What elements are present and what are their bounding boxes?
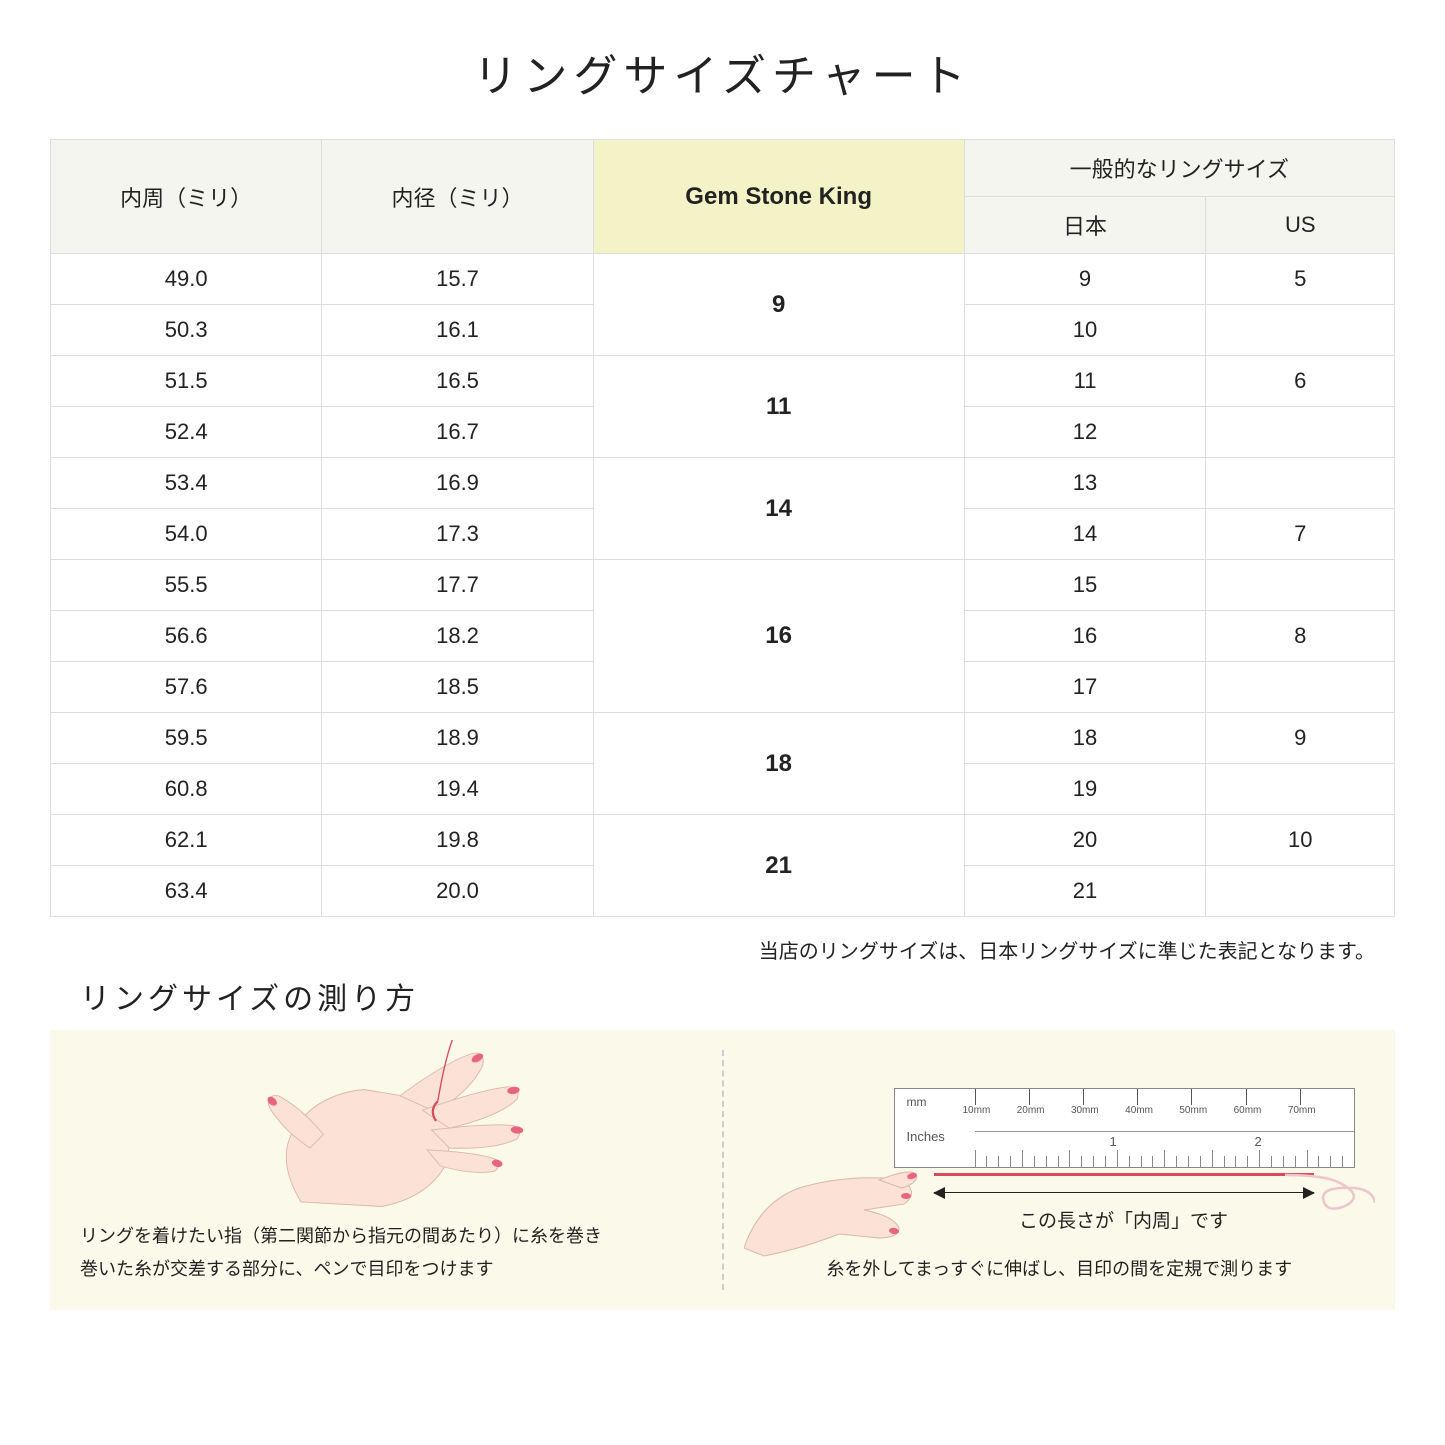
cell-diameter: 19.4 bbox=[322, 764, 593, 815]
cell-diameter: 15.7 bbox=[322, 254, 593, 305]
cell-us bbox=[1206, 866, 1395, 917]
cell-gsk: 11 bbox=[593, 356, 964, 458]
cell-circumference: 51.5 bbox=[51, 356, 322, 407]
cell-japan: 9 bbox=[964, 254, 1206, 305]
cell-us: 9 bbox=[1206, 713, 1395, 764]
cell-japan: 14 bbox=[964, 509, 1206, 560]
cell-circumference: 60.8 bbox=[51, 764, 322, 815]
table-row: 51.516.511116 bbox=[51, 356, 1395, 407]
cell-diameter: 16.7 bbox=[322, 407, 593, 458]
cell-us bbox=[1206, 662, 1395, 713]
ruler-tick-label: 70mm bbox=[1288, 1105, 1316, 1116]
col-japan: 日本 bbox=[964, 197, 1206, 254]
cell-japan: 21 bbox=[964, 866, 1206, 917]
cell-circumference: 54.0 bbox=[51, 509, 322, 560]
hand-with-thread-icon bbox=[200, 1040, 600, 1220]
ruler-mm-label: mm bbox=[907, 1095, 927, 1109]
col-common-group: 一般的なリングサイズ bbox=[964, 140, 1394, 197]
instruction-left: リングを着けたい指（第二関節から指元の間あたり）に糸を巻き 巻いた糸が交差する部… bbox=[50, 1030, 722, 1310]
cell-diameter: 16.1 bbox=[322, 305, 593, 356]
cell-japan: 13 bbox=[964, 458, 1206, 509]
cell-circumference: 56.6 bbox=[51, 611, 322, 662]
cell-circumference: 63.4 bbox=[51, 866, 322, 917]
table-row: 53.416.91413 bbox=[51, 458, 1395, 509]
cell-diameter: 18.5 bbox=[322, 662, 593, 713]
cell-us bbox=[1206, 764, 1395, 815]
cell-circumference: 52.4 bbox=[51, 407, 322, 458]
col-circumference: 内周（ミリ） bbox=[51, 140, 322, 254]
howto-title: リングサイズの測り方 bbox=[80, 974, 1395, 1018]
table-row: 59.518.918189 bbox=[51, 713, 1395, 764]
cell-circumference: 59.5 bbox=[51, 713, 322, 764]
cell-japan: 12 bbox=[964, 407, 1206, 458]
ruler-tick-label: 30mm bbox=[1071, 1105, 1099, 1116]
cell-japan: 17 bbox=[964, 662, 1206, 713]
table-row: 49.015.7995 bbox=[51, 254, 1395, 305]
cell-japan: 10 bbox=[964, 305, 1206, 356]
ruler-tick-label: 10mm bbox=[963, 1105, 991, 1116]
instructions-panel: リングを着けたい指（第二関節から指元の間あたり）に糸を巻き 巻いた糸が交差する部… bbox=[50, 1030, 1395, 1310]
cell-gsk: 18 bbox=[593, 713, 964, 815]
table-row: 55.517.71615 bbox=[51, 560, 1395, 611]
cell-japan: 18 bbox=[964, 713, 1206, 764]
cell-japan: 15 bbox=[964, 560, 1206, 611]
cell-diameter: 16.9 bbox=[322, 458, 593, 509]
cell-us: 5 bbox=[1206, 254, 1395, 305]
cell-japan: 19 bbox=[964, 764, 1206, 815]
ruler-tick-label: 60mm bbox=[1234, 1105, 1262, 1116]
cell-japan: 16 bbox=[964, 611, 1206, 662]
cell-circumference: 55.5 bbox=[51, 560, 322, 611]
ruler-tick-label: 40mm bbox=[1125, 1105, 1153, 1116]
cell-diameter: 18.2 bbox=[322, 611, 593, 662]
table-note: 当店のリングサイズは、日本リングサイズに準じた表記となります。 bbox=[50, 935, 1395, 964]
cell-gsk: 16 bbox=[593, 560, 964, 713]
ruler-inch-2: 2 bbox=[1255, 1134, 1262, 1149]
cell-circumference: 49.0 bbox=[51, 254, 322, 305]
cell-diameter: 20.0 bbox=[322, 866, 593, 917]
cell-gsk: 9 bbox=[593, 254, 964, 356]
hand-holding-thread-icon bbox=[744, 1138, 924, 1258]
cell-diameter: 16.5 bbox=[322, 356, 593, 407]
cell-us: 6 bbox=[1206, 356, 1395, 407]
table-row: 62.119.8212010 bbox=[51, 815, 1395, 866]
page-title: リングサイズチャート bbox=[50, 40, 1395, 104]
col-diameter: 内径（ミリ） bbox=[322, 140, 593, 254]
cell-japan: 20 bbox=[964, 815, 1206, 866]
cell-us: 7 bbox=[1206, 509, 1395, 560]
instruction-right: mm Inches 10mm20mm30mm40mm50mm60mm70mm 1… bbox=[724, 1030, 1396, 1310]
thread-line bbox=[934, 1173, 1314, 1176]
cell-circumference: 57.6 bbox=[51, 662, 322, 713]
cell-gsk: 21 bbox=[593, 815, 964, 917]
cell-gsk: 14 bbox=[593, 458, 964, 560]
ruler-inch-1: 1 bbox=[1110, 1134, 1117, 1149]
instruction-left-text: リングを着けたい指（第二関節から指元の間あたり）に糸を巻き 巻いた糸が交差する部… bbox=[80, 1220, 692, 1285]
cell-us bbox=[1206, 407, 1395, 458]
cell-us: 8 bbox=[1206, 611, 1395, 662]
col-gsk: Gem Stone King bbox=[593, 140, 964, 254]
cell-diameter: 17.3 bbox=[322, 509, 593, 560]
ring-size-table: 内周（ミリ） 内径（ミリ） Gem Stone King 一般的なリングサイズ … bbox=[50, 139, 1395, 917]
measurement-arrow bbox=[934, 1188, 1314, 1208]
cell-diameter: 19.8 bbox=[322, 815, 593, 866]
cell-diameter: 17.7 bbox=[322, 560, 593, 611]
col-us: US bbox=[1206, 197, 1395, 254]
cell-us bbox=[1206, 305, 1395, 356]
cell-diameter: 18.9 bbox=[322, 713, 593, 764]
cell-us bbox=[1206, 560, 1395, 611]
cell-circumference: 53.4 bbox=[51, 458, 322, 509]
cell-japan: 11 bbox=[964, 356, 1206, 407]
cell-us bbox=[1206, 458, 1395, 509]
ruler-tick-label: 50mm bbox=[1179, 1105, 1207, 1116]
cell-circumference: 50.3 bbox=[51, 305, 322, 356]
ruler-tick-label: 20mm bbox=[1017, 1105, 1045, 1116]
cell-circumference: 62.1 bbox=[51, 815, 322, 866]
arrow-label: この長さが「内周」です bbox=[934, 1206, 1314, 1233]
cell-us: 10 bbox=[1206, 815, 1395, 866]
